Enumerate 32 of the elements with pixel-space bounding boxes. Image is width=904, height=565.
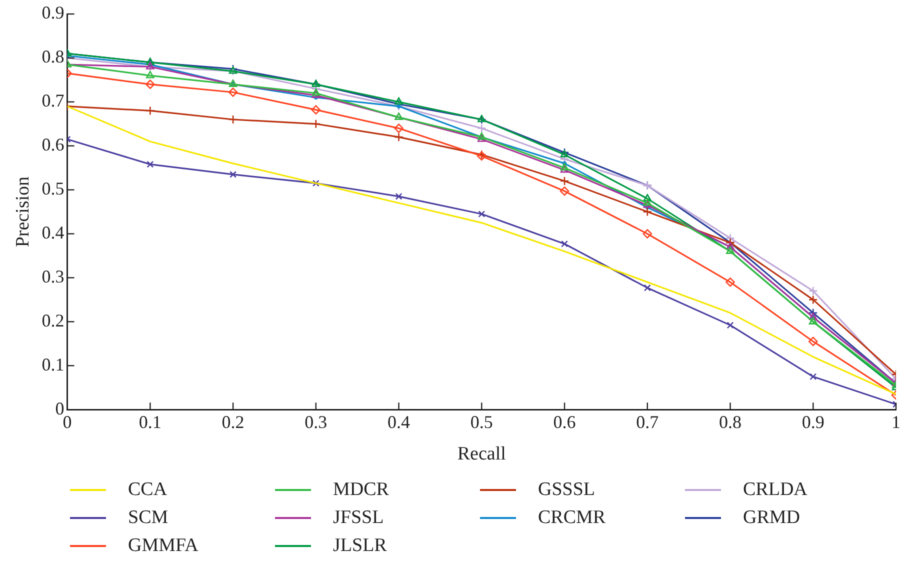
y-tick-label: 0.6 [42,134,64,155]
x-tick-label: 0.2 [222,412,244,432]
y-tick-label: 0 [55,398,64,418]
x-tick-label: 0.7 [636,412,659,432]
y-tick-label: 0.5 [42,178,64,199]
legend-label: GMMFA [128,535,198,557]
y-axis-title: Precision [12,176,34,248]
y-tick-label: 0.3 [42,266,64,286]
legend-label: GRMD [743,507,800,529]
x-tick-label: 1 [892,412,900,432]
x-tick-label: 0.5 [470,412,493,432]
x-tick-label: 0.3 [304,412,328,432]
legend-label: CRLDA [743,479,808,501]
y-tick-label: 0.8 [42,46,64,67]
x-tick-label: 0.8 [719,412,742,432]
x-tick-label: 0.9 [802,412,824,432]
y-tick-label: 0.7 [42,90,64,111]
legend-label: MDCR [333,479,389,501]
y-tick-label: 0.2 [42,310,64,330]
y-tick-label: 0.4 [42,222,64,243]
y-tick-label: 0.1 [42,354,64,374]
legend-label: CRCMR [538,507,606,529]
legend-label: CCA [128,479,168,501]
x-tick-label: 0.6 [553,412,576,432]
legend-label: SCM [128,507,168,529]
x-axis-title: Recall [457,444,506,465]
legend-label: JFSSL [333,507,384,529]
x-tick-label: 0.4 [388,412,410,432]
legend-label: GSSSL [538,479,596,501]
x-tick-label: 0.1 [138,412,162,432]
legend-label: JLSLR [333,535,387,557]
y-tick-label: 0.9 [42,2,64,23]
